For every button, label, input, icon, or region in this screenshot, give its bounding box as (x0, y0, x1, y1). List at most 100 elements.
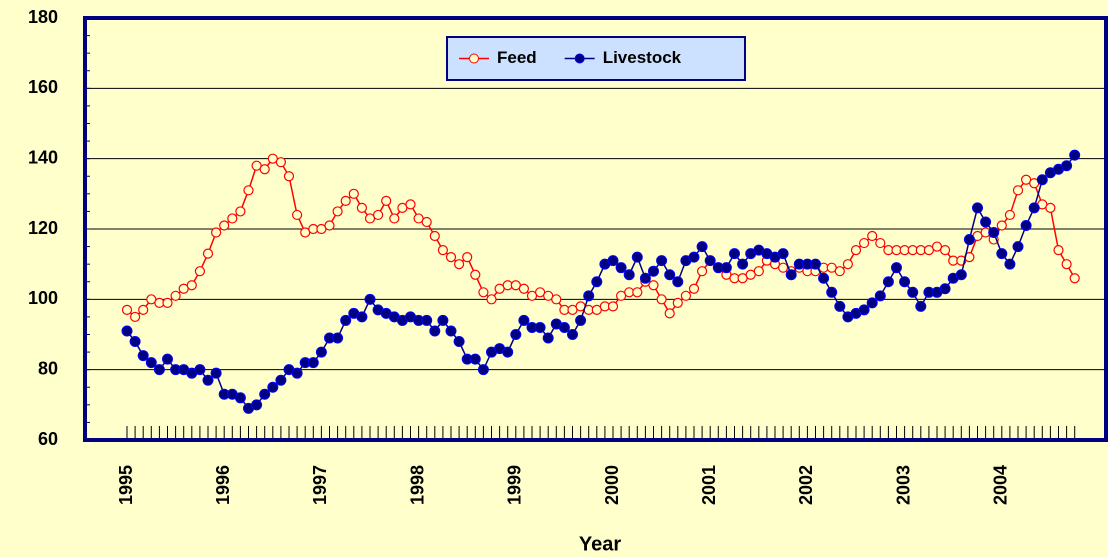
legend-label: Feed (497, 48, 537, 67)
data-point (963, 234, 975, 246)
data-point (623, 269, 635, 281)
data-point (421, 314, 433, 326)
data-point (1036, 174, 1048, 186)
data-point (445, 252, 457, 263)
data-point (130, 311, 141, 323)
data-point (283, 171, 295, 182)
x-tick-label: 2003 (893, 465, 913, 505)
data-point (186, 280, 197, 291)
data-point (607, 255, 619, 267)
data-point (915, 300, 927, 312)
data-point (267, 381, 279, 393)
data-point (939, 245, 951, 256)
data-point (389, 213, 400, 224)
data-point (137, 350, 149, 362)
data-point (672, 276, 684, 288)
data-point (664, 269, 676, 281)
data-point (834, 266, 845, 277)
data-point (251, 399, 263, 411)
y-tick-label: 160 (28, 77, 58, 97)
data-point (591, 276, 603, 288)
data-point (534, 321, 546, 333)
data-point (243, 185, 254, 196)
data-point (939, 283, 951, 295)
data-point (551, 294, 562, 305)
data-point (996, 220, 1007, 231)
data-point (470, 269, 481, 280)
x-tick-label: 2002 (796, 465, 816, 505)
y-tick-label: 80 (38, 358, 58, 378)
data-point (170, 290, 181, 301)
data-point (1069, 273, 1080, 284)
data-point (469, 353, 481, 365)
data-point (227, 213, 238, 224)
y-tick-label: 100 (28, 288, 58, 308)
data-point (583, 290, 595, 302)
data-point (454, 259, 465, 270)
data-point (680, 290, 692, 301)
data-point (639, 272, 651, 284)
data-point (445, 325, 457, 337)
data-point (737, 258, 749, 270)
data-point (826, 286, 838, 298)
data-point (688, 251, 700, 263)
x-tick-label: 1999 (505, 465, 525, 505)
data-point (405, 199, 416, 210)
data-point (478, 287, 489, 298)
data-point (202, 374, 214, 386)
data-point (315, 346, 327, 358)
data-point (850, 245, 862, 256)
data-point (356, 202, 367, 213)
legend-label: Livestock (603, 48, 682, 67)
data-point (858, 237, 870, 249)
data-point (324, 220, 335, 231)
data-point (518, 314, 530, 326)
data-point (373, 209, 384, 221)
data-point (429, 230, 440, 242)
data-point (874, 290, 886, 302)
data-point (753, 266, 764, 277)
data-point (615, 262, 627, 274)
x-tick-label: 1997 (310, 465, 330, 505)
x-axis-label: Year (579, 533, 621, 555)
data-point (259, 388, 271, 400)
data-point (162, 297, 173, 308)
data-point (275, 157, 286, 168)
data-point (502, 346, 514, 358)
data-point (891, 262, 902, 274)
data-point (1061, 160, 1073, 172)
data-point (1020, 219, 1032, 231)
data-point (907, 286, 919, 298)
data-point (486, 294, 497, 305)
data-point (210, 367, 222, 379)
data-point (381, 195, 392, 206)
data-point (696, 241, 708, 253)
data-point (162, 353, 173, 365)
data-point (145, 357, 157, 369)
legend-marker (574, 53, 585, 64)
data-point (867, 230, 878, 242)
data-point (648, 280, 659, 291)
data-point (364, 293, 376, 305)
data-point (899, 276, 911, 288)
data-point (777, 248, 789, 260)
data-point (518, 283, 530, 294)
y-tick-label: 140 (28, 147, 58, 167)
data-point (307, 357, 319, 369)
data-point (235, 206, 246, 217)
data-point (219, 220, 230, 231)
data-point (129, 336, 141, 348)
data-point (275, 374, 287, 386)
y-tick-label: 120 (28, 218, 58, 238)
data-point (291, 367, 303, 379)
data-point (818, 272, 830, 284)
data-point (696, 266, 708, 277)
data-point (1053, 245, 1064, 256)
data-point (1004, 209, 1016, 221)
data-point (664, 308, 675, 319)
data-point (477, 364, 489, 376)
x-tick-label: 1995 (116, 465, 136, 505)
data-point (955, 269, 967, 281)
data-point (834, 300, 846, 312)
